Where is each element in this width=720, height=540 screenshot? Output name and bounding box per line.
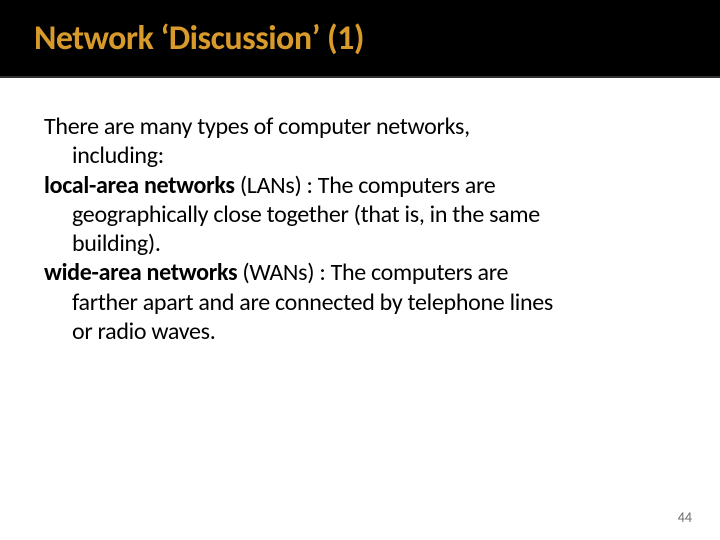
title-band: Network ‘Discussion’ (1)	[0, 0, 720, 76]
wan-bold: wide-area networks	[44, 258, 237, 287]
intro-paragraph: There are many types of computer network…	[44, 112, 676, 171]
lan-rest-1: (LANs) : The computers are	[235, 171, 496, 200]
wan-rest-1: (WANs) : The computers are	[237, 258, 508, 287]
lan-line-2: geographically close together (that is, …	[44, 200, 676, 229]
wan-line-3: or radio waves.	[44, 317, 676, 346]
wan-paragraph: wide-area networks (WANs) : The computer…	[44, 258, 676, 346]
wan-line-2: farther apart and are connected by telep…	[44, 288, 676, 317]
lan-bold: local-area networks	[44, 171, 235, 200]
lan-line-3: building).	[44, 229, 676, 258]
page-number: 44	[678, 509, 692, 526]
slide-title: Network ‘Discussion’ (1)	[34, 18, 686, 59]
intro-line-1: There are many types of computer network…	[44, 112, 470, 141]
slide-content: There are many types of computer network…	[0, 78, 720, 346]
intro-line-2: including:	[44, 141, 676, 170]
lan-paragraph: local-area networks (LANs) : The compute…	[44, 171, 676, 259]
